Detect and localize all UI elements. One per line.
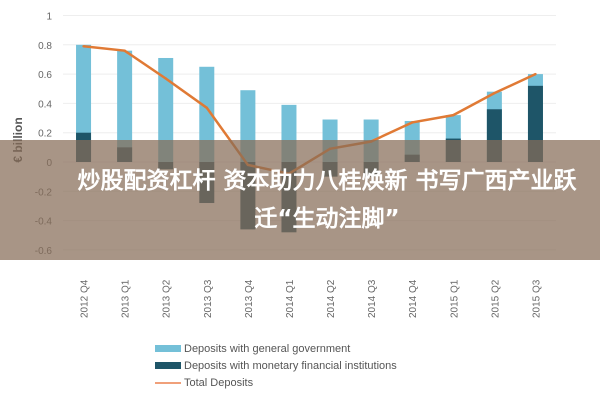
headline-text[interactable]: 炒股配资杠杆 资本助力八桂焕新 书写广西产业跃迁“生动注脚” <box>77 168 577 232</box>
x-tick-label: 2014 Q2 <box>326 279 337 318</box>
x-tick-label: 2014 Q1 <box>285 279 296 318</box>
x-tick-label: 2012 Q4 <box>80 279 91 318</box>
bar <box>117 50 133 162</box>
y-tick-label: 0.6 <box>38 70 52 81</box>
legend-label: Deposits with general government <box>184 342 351 355</box>
x-tick-label: 2013 Q1 <box>121 279 132 318</box>
x-tick-label: 2013 Q3 <box>203 279 214 318</box>
legend-label: Deposits with monetary financial institu… <box>184 359 397 372</box>
legend-item: Deposits with monetary financial institu… <box>155 357 397 374</box>
legend-label: Total Deposits <box>184 376 254 389</box>
line-point <box>123 49 126 52</box>
line-point <box>82 45 85 48</box>
line-point <box>493 91 496 95</box>
x-tick-label: 2014 Q4 <box>408 279 419 318</box>
x-tick-label: 2015 Q2 <box>490 279 501 318</box>
line-point <box>411 121 414 124</box>
line-point <box>164 77 167 80</box>
bar <box>158 57 174 162</box>
y-tick-label: 0.2 <box>38 129 52 140</box>
legend-swatch <box>155 381 181 384</box>
line-point <box>534 72 537 76</box>
bar <box>199 66 215 162</box>
y-tick-label: 1 <box>46 12 52 23</box>
y-tick-label: 0.8 <box>38 41 52 52</box>
legend-swatch <box>155 362 181 369</box>
legend: Deposits with general government Deposit… <box>155 340 397 391</box>
x-tick-label: 2013 Q2 <box>162 279 173 318</box>
x-tick-label: 2015 Q3 <box>531 279 542 318</box>
line-point <box>205 106 208 109</box>
x-tick-label: 2015 Q1 <box>449 279 460 318</box>
line-point <box>452 113 455 117</box>
y-tick-label: 0.4 <box>38 99 52 110</box>
legend-swatch <box>155 345 181 352</box>
x-tick-label: 2014 Q3 <box>367 279 378 318</box>
legend-item: Deposits with general government <box>155 340 397 357</box>
x-tick-label: 2013 Q4 <box>244 279 255 318</box>
legend-item: Total Deposits <box>155 374 397 391</box>
headline-banner[interactable]: 炒股配资杠杆 资本助力八桂焕新 书写广西产业跃迁“生动注脚” <box>0 140 600 260</box>
